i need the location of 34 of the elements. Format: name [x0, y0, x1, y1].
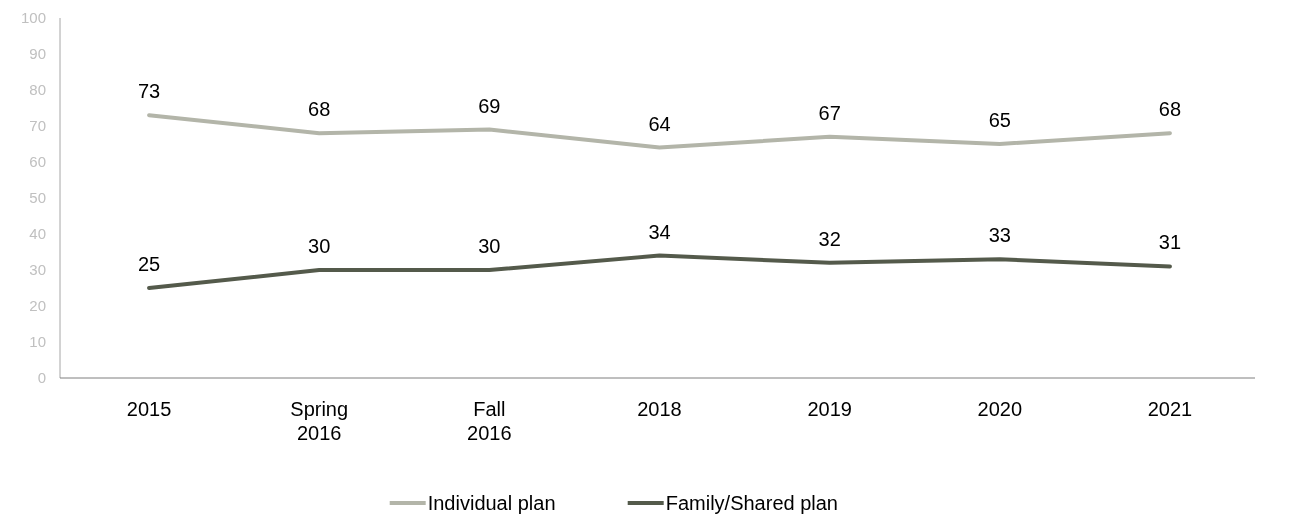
y-tick-label: 30	[29, 261, 46, 279]
y-tick-label: 0	[37, 369, 46, 387]
legend-label: Individual plan	[427, 492, 556, 514]
data-label: 69	[478, 94, 501, 117]
y-tick-label: 70	[29, 117, 46, 135]
data-label: 68	[1158, 98, 1182, 121]
y-tick-label: 20	[29, 297, 46, 315]
data-label: 64	[648, 112, 671, 135]
data-label: 33	[988, 224, 1011, 247]
legend-label: Family/Shared plan	[665, 492, 839, 514]
data-label: 67	[818, 101, 841, 124]
data-label: 65	[988, 109, 1011, 131]
x-tick-label: 2021	[1147, 398, 1193, 420]
x-tick-label: 2019	[807, 398, 852, 420]
data-label: 34	[648, 220, 671, 243]
y-tick-label: 100	[20, 9, 46, 27]
data-label: 25	[137, 253, 161, 275]
data-label: 30	[478, 235, 501, 257]
y-tick-label: 60	[29, 153, 46, 171]
data-label: 68	[308, 98, 331, 121]
y-tick-label: 40	[29, 225, 46, 243]
y-tick-label: 10	[29, 333, 46, 351]
x-tick-label: 2018	[637, 398, 682, 420]
data-label: 73	[137, 80, 161, 103]
data-label: 32	[818, 227, 841, 250]
y-tick-label: 80	[29, 81, 46, 99]
y-tick-label: 90	[29, 45, 46, 63]
x-tick-label: 2020	[977, 398, 1023, 420]
x-tick-label: 2015	[126, 398, 172, 420]
y-tick-label: 50	[29, 189, 46, 207]
x-tick-label: Spring 2016	[290, 398, 349, 444]
data-label: 31	[1158, 231, 1182, 254]
x-tick-label: Fall 2016	[467, 398, 512, 444]
data-label: 30	[308, 235, 331, 257]
